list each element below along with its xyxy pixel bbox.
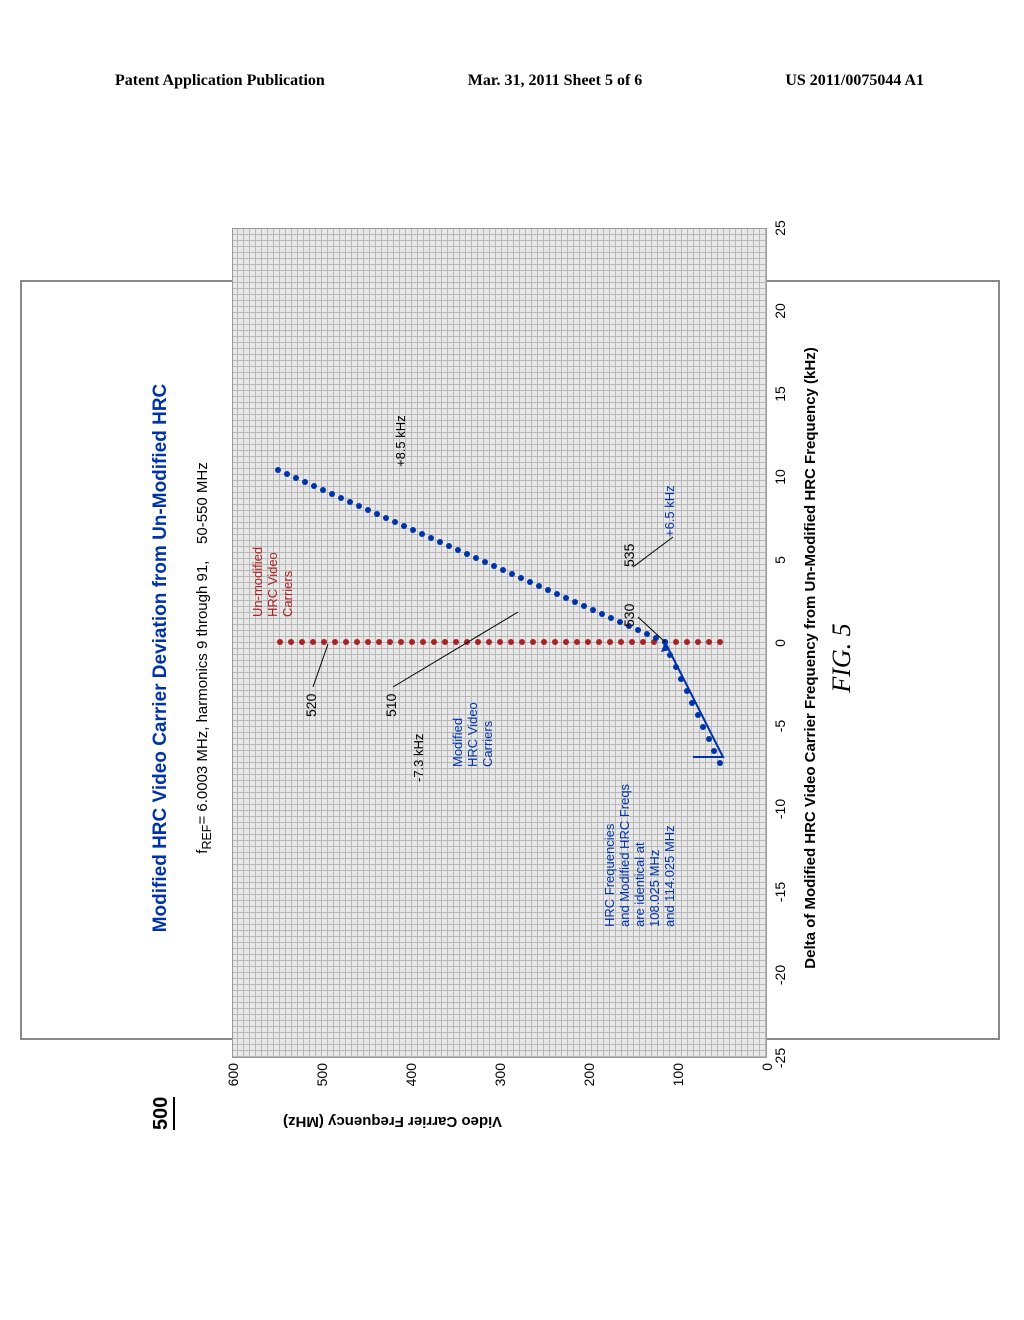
ytick-100: 100 — [670, 1063, 686, 1098]
figure-number: 500 — [150, 1097, 175, 1130]
xtick: -15 — [772, 882, 788, 902]
y-axis-label: Video Carrier Frequency (MHz) — [283, 1113, 502, 1130]
ref-530: 530 — [621, 604, 637, 627]
ytick-300: 300 — [492, 1063, 508, 1098]
figure-caption: FIG. 5 — [827, 623, 857, 692]
xtick: 0 — [772, 639, 788, 647]
header-center: Mar. 31, 2011 Sheet 5 of 6 — [468, 72, 643, 90]
xtick: 25 — [772, 220, 788, 236]
figure-panel: 500 Modified HRC Video Carrier Deviation… — [20, 280, 1000, 1040]
plot-area: Un-modifiedHRC VideoCarriers 520 510 -7.… — [232, 228, 767, 1058]
header-right: US 2011/0075044 A1 — [785, 72, 924, 90]
ref-535: 535 — [621, 544, 637, 567]
xtick: -5 — [772, 720, 788, 732]
chart-svg — [233, 227, 768, 1057]
x-axis-label: Delta of Modified HRC Video Carrier Freq… — [802, 347, 819, 968]
ytick-600: 600 — [225, 1063, 241, 1098]
chart-subtitle: fREF= 6.0003 MHz, harmonics 9 through 91… — [194, 462, 214, 853]
ytick-200: 200 — [581, 1063, 597, 1098]
xtick: 5 — [772, 556, 788, 564]
chart-title: Modified HRC Video Carrier Deviation fro… — [150, 384, 172, 933]
xtick: 20 — [772, 303, 788, 319]
ytick-500: 500 — [314, 1063, 330, 1098]
annotation-minus73: -7.3 kHz — [411, 734, 426, 782]
annotation-identical: HRC Frequenciesand Modified HRC Freqsare… — [603, 784, 678, 927]
xtick: 10 — [772, 469, 788, 485]
annotation-plus65: +6.5 kHz — [663, 485, 678, 537]
annotation-modified: ModifiedHRC VideoCarriers — [451, 702, 496, 767]
xtick: 15 — [772, 386, 788, 402]
ytick-400: 400 — [403, 1063, 419, 1098]
xtick: -25 — [772, 1048, 788, 1068]
xtick: -10 — [772, 799, 788, 819]
ytick-0: 0 — [759, 1063, 775, 1098]
annotation-plus85: +8.5 kHz — [393, 415, 408, 467]
xtick: -20 — [772, 965, 788, 985]
annotation-unmodified: Un-modifiedHRC VideoCarriers — [251, 547, 296, 617]
ref-510: 510 — [383, 694, 399, 717]
header-left: Patent Application Publication — [115, 72, 325, 90]
ref-520: 520 — [303, 694, 319, 717]
